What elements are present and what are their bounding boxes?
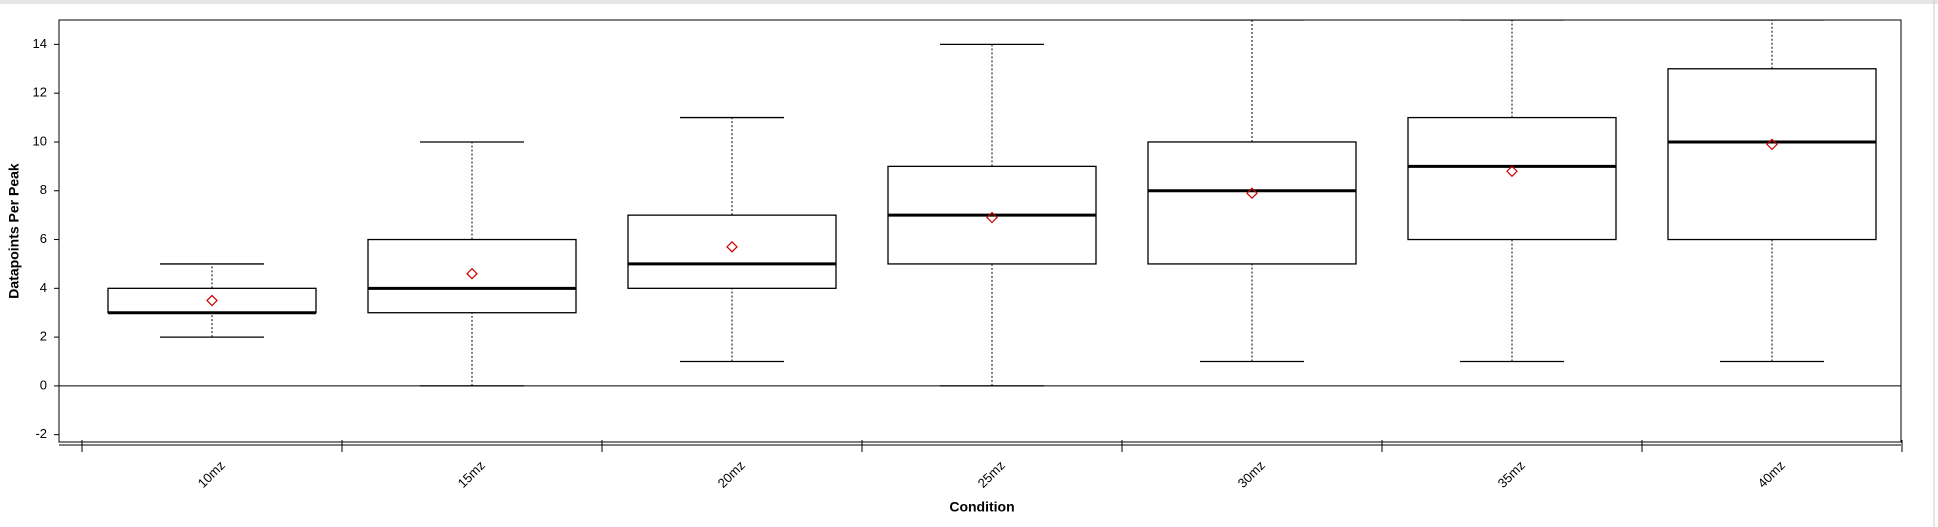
mean-marker [726, 241, 738, 253]
x-tick-label: 30mz [1235, 458, 1268, 491]
y-tick-label: 10 [33, 133, 47, 148]
x-tick-label: 20mz [715, 458, 748, 491]
mean-marker [1766, 138, 1778, 151]
plot-frame [58, 19, 1902, 443]
box [1147, 141, 1357, 265]
y-tick-label: 14 [33, 36, 47, 51]
y-tick-label: -2 [35, 426, 47, 441]
y-tick-label: 12 [33, 85, 47, 100]
mean-marker [986, 211, 998, 224]
y-tick-label: 0 [40, 377, 47, 392]
box [367, 238, 577, 314]
mean-marker [1506, 165, 1518, 178]
x-tick-label: 25mz [975, 458, 1008, 491]
mean-marker [466, 267, 478, 280]
y-tick-label: 8 [40, 182, 47, 197]
y-tick-label: 4 [40, 280, 47, 295]
box [1407, 116, 1617, 241]
x-tick-label: 35mz [1495, 458, 1528, 491]
box [627, 214, 837, 289]
y-tick-label: 6 [40, 231, 47, 246]
y-axis-title: Datapoints Per Peak [6, 163, 22, 299]
box [1667, 68, 1877, 241]
mean-marker [1246, 187, 1258, 200]
mean-marker [206, 294, 218, 307]
x-tick-label: 10mz [195, 458, 228, 491]
x-tick-label: 15mz [455, 458, 488, 491]
window-edge [0, 0, 1938, 4]
box [107, 287, 317, 314]
x-axis-title: Condition [949, 499, 1014, 515]
x-tick-label: 40mz [1755, 458, 1788, 491]
y-tick-label: 2 [40, 329, 47, 344]
